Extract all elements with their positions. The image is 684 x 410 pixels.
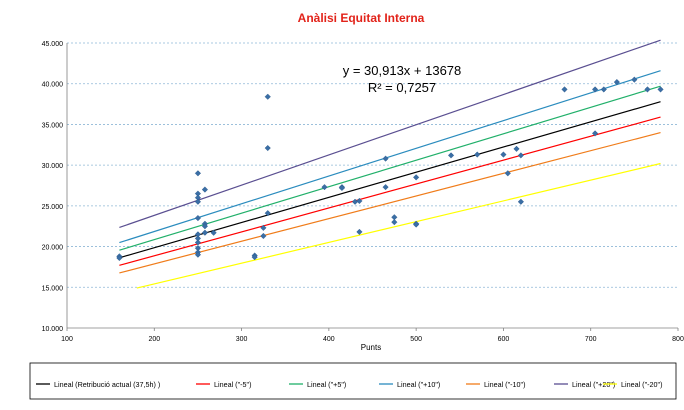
- x-axis-label: Punts: [361, 343, 381, 352]
- legend-label: Lineal ("+10"): [397, 380, 440, 389]
- r-squared-label: R² = 0,7257: [368, 80, 436, 95]
- data-point: [260, 232, 267, 240]
- data-point: [447, 152, 455, 159]
- x-tick-label: 400: [323, 336, 335, 343]
- data-point: [356, 228, 363, 235]
- y-tick-label: 30.000: [42, 163, 64, 170]
- trendline: [119, 85, 661, 251]
- data-point: [264, 144, 271, 152]
- data-point: [116, 254, 123, 262]
- x-tick-label: 600: [498, 336, 510, 343]
- data-point: [201, 229, 208, 236]
- data-point: [517, 152, 524, 159]
- data-point: [260, 224, 267, 231]
- data-point: [644, 86, 651, 93]
- trendlines: [119, 39, 661, 289]
- trendline: [136, 162, 661, 289]
- trendline: [119, 70, 661, 244]
- data-point: [631, 76, 638, 83]
- data-point: [391, 219, 398, 226]
- trendline: [119, 116, 661, 266]
- data-point: [356, 197, 363, 205]
- data-point: [591, 86, 599, 93]
- chart-title: Anàlisi Equitat Interna: [298, 11, 425, 25]
- x-tick-label: 500: [410, 336, 422, 343]
- data-point: [561, 86, 568, 93]
- data-point: [264, 210, 271, 217]
- x-tick-label: 800: [672, 336, 684, 343]
- data-point: [504, 170, 511, 177]
- data-point: [210, 229, 217, 236]
- legend-label: Lineal ("-20"): [621, 380, 662, 389]
- y-tick-label: 20.000: [42, 245, 64, 252]
- legend-label: Lineal ("+20"): [572, 380, 615, 389]
- data-points: [116, 76, 664, 262]
- legend-label: Lineal ("+5"): [307, 380, 346, 389]
- data-point: [517, 198, 524, 205]
- data-point: [413, 221, 420, 228]
- data-point: [591, 130, 599, 137]
- data-point: [321, 184, 328, 191]
- y-tick-label: 35.000: [42, 122, 64, 129]
- y-tick-label: 15.000: [42, 285, 64, 292]
- legend-label: Lineal ("-10"): [484, 380, 525, 389]
- x-tick-label: 700: [585, 336, 597, 343]
- data-point: [613, 79, 620, 86]
- trendline: [119, 131, 661, 274]
- grid-lines: [67, 42, 678, 288]
- y-tick-label: 10.000: [42, 326, 64, 333]
- data-point: [194, 251, 202, 258]
- legend-label: Lineal (Retribució actual (37,5h) ): [54, 380, 160, 389]
- data-point: [382, 155, 389, 162]
- data-point: [264, 93, 271, 100]
- data-point: [251, 254, 258, 261]
- legend-box: [29, 362, 677, 400]
- y-tick-label: 45.000: [42, 41, 64, 48]
- data-point: [500, 151, 507, 158]
- data-point: [201, 186, 208, 193]
- data-point: [194, 170, 202, 177]
- legend-label: Lineal ("-5"): [214, 380, 251, 389]
- data-point: [600, 86, 607, 93]
- data-point: [338, 184, 346, 192]
- trendline: [119, 39, 661, 229]
- data-point: [194, 214, 202, 222]
- y-tick-label: 25.000: [42, 204, 64, 211]
- x-tick-label: 300: [236, 336, 248, 343]
- legend: Lineal (Retribució actual (37,5h) ) Linea…: [36, 380, 662, 389]
- y-tick-label: 40.000: [42, 82, 64, 89]
- data-point: [194, 198, 202, 205]
- data-point: [201, 223, 208, 230]
- axes: 10.000 15.000 20.000 25.000 30.000 35.000 40.0…: [42, 41, 684, 343]
- x-tick-label: 100: [61, 336, 73, 343]
- data-point: [657, 86, 664, 93]
- x-tick-label: 200: [148, 336, 160, 343]
- trendline-equation: y = 30,913x + 13678: [343, 63, 462, 78]
- data-point: [513, 145, 520, 152]
- data-point: [382, 184, 389, 191]
- data-point: [413, 174, 420, 181]
- data-point: [474, 151, 481, 158]
- trendline: [119, 101, 661, 259]
